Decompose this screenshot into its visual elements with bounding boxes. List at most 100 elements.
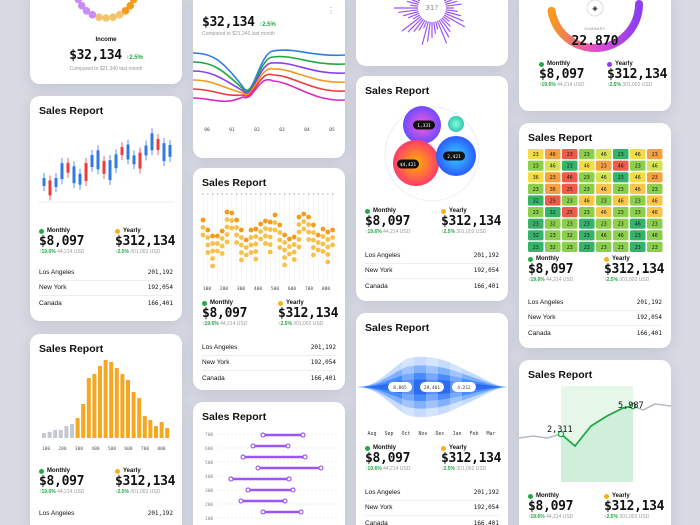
data-dot [330, 242, 335, 248]
histogram-bar [159, 422, 164, 438]
income-label: Income [95, 37, 117, 43]
heatmap-cell [630, 241, 646, 252]
data-dot [267, 227, 273, 232]
range-end [300, 432, 306, 438]
range-start [255, 465, 261, 471]
data-dot [315, 240, 321, 245]
heatmap-cell [613, 230, 629, 241]
cell-value: 23 [618, 152, 624, 158]
histogram-bar [154, 426, 158, 438]
data-dot [291, 242, 297, 247]
sales-report-range-card: Sales Report 700 600 500 400 300 200 100 [193, 402, 345, 525]
data-dot [287, 236, 292, 242]
radial-spoke [426, 21, 431, 42]
radial-spoke [410, 4, 419, 7]
data-dot [210, 263, 215, 269]
top-marker [207, 193, 209, 195]
heatmap-cell [528, 241, 544, 252]
data-dot [282, 255, 287, 260]
cell-value: 32 [550, 245, 556, 251]
list-item: Los Angeles 201,192 [39, 510, 173, 518]
radial-spoke [418, 19, 426, 31]
x-tick-label: 400 [254, 286, 262, 292]
x-tick-label: Sep [384, 431, 393, 437]
radial-spoke [444, 0, 453, 4]
list-item: New York 192,054 [39, 281, 173, 296]
card-title: Sales Report [528, 369, 593, 381]
donut-dot [109, 13, 117, 21]
cell-value: 23 [550, 233, 556, 239]
data-dot [258, 236, 263, 242]
radial-spoke [442, 16, 450, 22]
list-item: Canada 166,401 [202, 375, 336, 383]
radial-spoke [443, 0, 448, 2]
data-dot [210, 233, 215, 239]
data-dot [258, 229, 263, 234]
histogram-bar [42, 433, 46, 438]
heatmap-cell [528, 160, 544, 171]
top-marker [331, 193, 334, 195]
candle-body [126, 144, 130, 160]
cell-value: 46 [635, 152, 641, 158]
stats-row: Monthly $8,097 ↑19.6% 44,214 USD Yearly … [39, 228, 176, 255]
radial-spoke [441, 17, 451, 27]
radial-spoke [412, 14, 421, 20]
more-options-icon[interactable]: ⋮ [327, 6, 335, 15]
data-dot [282, 262, 287, 268]
highlight-band [426, 337, 438, 425]
cell-value: 46 [652, 210, 658, 216]
value-pill [420, 382, 444, 392]
candle-body [162, 143, 166, 162]
candle-body [60, 163, 64, 180]
candle-body [150, 133, 154, 151]
x-tick-label: Jan [452, 431, 461, 437]
list-item: New York 192,054 [528, 311, 662, 326]
x-tick-label: 700 [305, 286, 313, 292]
heatmap-cell [562, 183, 578, 194]
data-dot [229, 225, 235, 231]
range-start [238, 498, 244, 504]
top-marker [216, 193, 219, 195]
sales-report-heatmap-card: Sales Report 23 46 23 23 46 23 46 23 23 46 23 46 23 4… [519, 123, 671, 348]
range-end [318, 465, 324, 471]
heatmap-cell [579, 149, 595, 160]
bubble-label-pill [397, 159, 419, 169]
heatmap-cell [528, 218, 544, 229]
area-label-a: 2,311 [547, 425, 573, 435]
gauge-fill [547, 0, 643, 52]
data-dot [315, 247, 321, 253]
point-a [557, 430, 565, 438]
heatmap-cell [562, 149, 578, 160]
income-line [193, 73, 345, 97]
bubble-value: $4,421 [400, 162, 417, 168]
histogram-bar [114, 368, 119, 438]
heatmap-cell [630, 183, 646, 194]
cell-value: 32 [533, 198, 539, 204]
cell-value: 23 [533, 222, 539, 228]
cell-value: 23 [584, 187, 590, 193]
heatmap-cell [647, 183, 663, 194]
x-tick-label: 600 [124, 446, 132, 452]
heatmap-cell [545, 230, 561, 241]
bubble-value: 2,421 [447, 154, 461, 160]
heatmap-cell [528, 207, 544, 218]
heatmap-cell [528, 183, 544, 194]
heatmap-cell [579, 195, 595, 206]
top-marker [264, 193, 267, 195]
top-marker [231, 193, 233, 195]
top-marker [307, 193, 310, 195]
histogram-bar [53, 430, 58, 438]
data-dot [219, 228, 225, 234]
card-title: Sales Report [202, 177, 267, 189]
top-marker [283, 193, 286, 195]
value-pill [452, 382, 476, 392]
city-list: Los Angeles 201,192 New York 192,054 Canad… [39, 265, 173, 312]
top-marker [322, 193, 324, 195]
data-dot [267, 219, 273, 225]
data-dot [291, 234, 297, 240]
heatmap-cell [579, 172, 595, 183]
cell-value: 23 [533, 164, 539, 170]
pill-value: 29,461 [424, 385, 441, 391]
data-dot [224, 224, 230, 230]
data-dot [224, 239, 230, 245]
